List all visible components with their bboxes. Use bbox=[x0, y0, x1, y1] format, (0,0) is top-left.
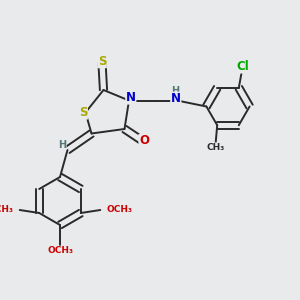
Text: Cl: Cl bbox=[236, 60, 249, 73]
Text: N: N bbox=[171, 92, 181, 105]
Text: O: O bbox=[139, 134, 149, 148]
Text: OCH₃: OCH₃ bbox=[0, 206, 14, 214]
Text: CH₃: CH₃ bbox=[207, 143, 225, 152]
Text: OCH₃: OCH₃ bbox=[47, 246, 73, 255]
Text: OCH₃: OCH₃ bbox=[106, 206, 132, 214]
Text: S: S bbox=[98, 55, 106, 68]
Text: H: H bbox=[171, 86, 180, 97]
Text: H: H bbox=[58, 140, 66, 150]
Text: N: N bbox=[126, 91, 136, 104]
Text: S: S bbox=[79, 106, 87, 119]
